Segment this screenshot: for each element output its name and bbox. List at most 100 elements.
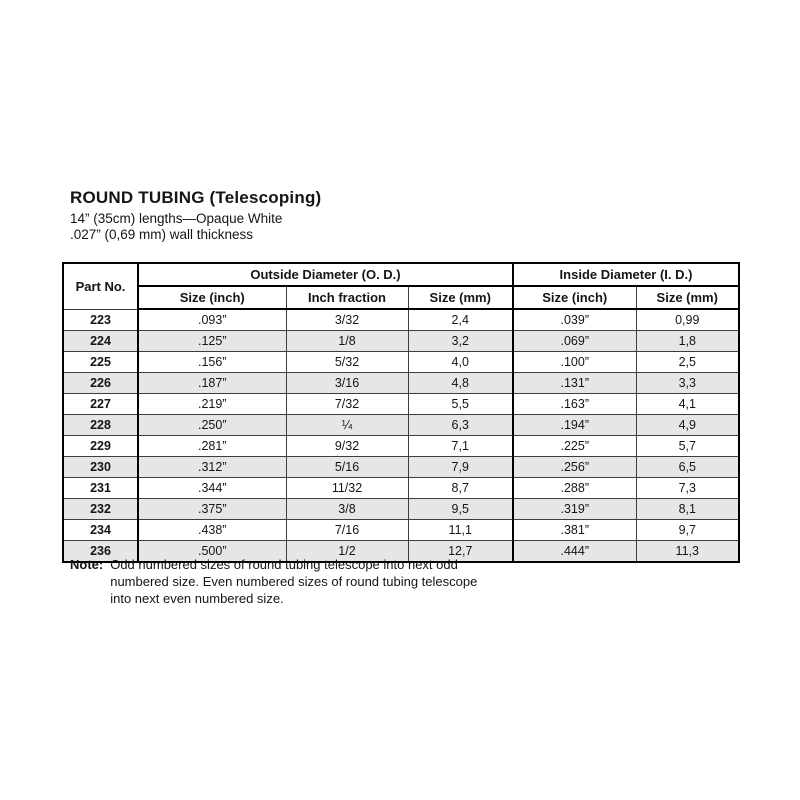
cell-id-size-inch: .256” [512, 456, 637, 478]
note-line: Odd numbered sizes of round tubing teles… [110, 557, 458, 572]
cell-id-size-mm: 3,3 [635, 372, 740, 394]
cell-id-size-inch: .131” [512, 372, 637, 394]
cell-part-no: 229 [62, 435, 139, 457]
cell-part-no: 228 [62, 414, 139, 436]
table-column-header-row: Size (inch) Inch fraction Size (mm) Size… [63, 285, 740, 310]
cell-id-size-mm: 11,3 [635, 540, 740, 563]
cell-id-size-mm: 2,5 [635, 351, 740, 373]
cell-id-size-inch: .225” [512, 435, 637, 457]
table-row: 224.125” 1/8 3,2.069” 1,8 [62, 330, 740, 352]
cell-od-inch-fraction: 11/32 [285, 477, 409, 499]
group-header-inside-diameter: Inside Diameter (I. D.) [511, 262, 740, 287]
cell-id-size-mm: 5,7 [635, 435, 740, 457]
cell-od-inch-fraction: 3/16 [285, 372, 409, 394]
cell-id-size-mm: 6,5 [635, 456, 740, 478]
table-row: 229.281” 9/32 7,1.225” 5,7 [62, 435, 740, 457]
note-label: Note: [70, 557, 104, 572]
page-title: ROUND TUBING (Telescoping) [70, 188, 322, 207]
note: Note: Odd numbered sizes of round tubing… [70, 556, 477, 607]
cell-id-size-inch: .194” [512, 414, 637, 436]
cell-od-size-inch: .250” [137, 414, 287, 436]
cell-od-size-inch: .344” [137, 477, 287, 499]
cell-part-no: 236 [62, 540, 139, 563]
cell-od-size-mm: 11,1 [407, 519, 514, 541]
cell-id-size-mm: 8,1 [635, 498, 740, 520]
cell-od-size-inch: .219” [137, 393, 287, 415]
cell-od-size-inch: .312” [137, 456, 287, 478]
cell-part-no: 234 [62, 519, 139, 541]
cell-od-size-mm: 8,7 [407, 477, 514, 499]
cell-od-size-mm: 4,0 [407, 351, 514, 373]
cell-id-size-inch: .039” [512, 308, 637, 331]
cell-od-size-inch: .438” [137, 519, 287, 541]
cell-od-inch-fraction: 1/2 [285, 540, 409, 563]
table-group-header-row: Part No. Outside Diameter (O. D.) Inside… [62, 262, 740, 309]
cell-od-inch-fraction: 3/8 [285, 498, 409, 520]
cell-id-size-inch: .069” [512, 330, 637, 352]
cell-id-size-inch: .100” [512, 351, 637, 373]
subtitle-lengths: 14” (35cm) lengths—Opaque White [70, 211, 283, 226]
cell-part-no: 223 [62, 308, 139, 331]
cell-id-size-inch: .319” [512, 498, 637, 520]
title-block: ROUND TUBING (Telescoping) 14” (35cm) le… [70, 188, 321, 243]
cell-od-size-inch: .375” [137, 498, 287, 520]
table-row: 230.312” 5/16 7,9.256” 6,5 [62, 456, 740, 478]
cell-od-inch-fraction: 5/16 [285, 456, 409, 478]
group-header-outside-diameter: Outside Diameter (O. D.) [137, 262, 514, 287]
cell-id-size-inch: .381” [512, 519, 637, 541]
cell-part-no: 231 [62, 477, 139, 499]
cell-id-size-inch: .444” [512, 540, 637, 563]
column-header-od-size-mm: Size (mm) [407, 285, 514, 310]
cell-part-no: 230 [62, 456, 139, 478]
cell-od-size-inch: .187” [137, 372, 287, 394]
cell-od-inch-fraction: 5/32 [285, 351, 409, 373]
column-header-id-size-inch: Size (inch) [512, 285, 637, 310]
cell-od-inch-fraction: 3/32 [285, 308, 409, 331]
cell-od-inch-fraction: 7/32 [285, 393, 409, 415]
cell-id-size-mm: 7,3 [635, 477, 740, 499]
cell-part-no: 226 [62, 372, 139, 394]
table-row: 223.093” 3/32 2,4.039” 0,99 [62, 308, 740, 331]
cell-part-no: 232 [62, 498, 139, 520]
cell-od-size-mm: 7,1 [407, 435, 514, 457]
cell-od-size-inch: .281” [137, 435, 287, 457]
note-line: numbered size. Even numbered sizes of ro… [110, 574, 478, 589]
cell-od-inch-fraction: 7/16 [285, 519, 409, 541]
table-row: 227.219” 7/32 5,5.163” 4,1 [62, 393, 740, 415]
subtitle-wall-thickness: .027” (0,69 mm) wall thickness [70, 227, 254, 242]
cell-id-size-inch: .163” [512, 393, 637, 415]
cell-part-no: 224 [62, 330, 139, 352]
column-header-part-no: Part No. [62, 262, 139, 309]
table-row: 234.438” 7/16 11,1.381” 9,7 [62, 519, 740, 541]
cell-od-size-mm: 12,7 [407, 540, 514, 563]
cell-od-size-inch: .125” [137, 330, 287, 352]
cell-od-inch-fraction: ¼ [285, 414, 409, 436]
table-row: 236.500” 1/2 12,7.444” 11,3 [62, 540, 740, 563]
cell-id-size-inch: .288” [512, 477, 637, 499]
table-row: 226.187” 3/16 4,8.131” 3,3 [62, 372, 740, 394]
cell-id-size-mm: 9,7 [635, 519, 740, 541]
cell-od-size-mm: 6,3 [407, 414, 514, 436]
cell-od-inch-fraction: 9/32 [285, 435, 409, 457]
cell-od-size-mm: 5,5 [407, 393, 514, 415]
cell-od-size-mm: 4,8 [407, 372, 514, 394]
cell-id-size-mm: 0,99 [635, 308, 740, 331]
cell-od-size-inch: .500” [137, 540, 287, 563]
note-text: Odd numbered sizes of round tubing teles… [110, 556, 477, 607]
cell-id-size-mm: 4,9 [635, 414, 740, 436]
column-header-od-size-inch: Size (inch) [137, 285, 287, 310]
cell-id-size-mm: 4,1 [635, 393, 740, 415]
cell-od-inch-fraction: 1/8 [285, 330, 409, 352]
tubing-table-body: 223.093” 3/32 2,4.039” 0,99 224.125” 1/8 3,2.0… [62, 308, 740, 563]
table-row: 225.156” 5/32 4,0.100” 2,5 [62, 351, 740, 373]
table-row: 231.344” 11/32 8,7.288” 7,3 [62, 477, 740, 499]
note-line: into next even numbered size. [110, 591, 284, 606]
cell-od-size-mm: 7,9 [407, 456, 514, 478]
cell-part-no: 227 [62, 393, 139, 415]
column-header-od-inch-fraction: Inch fraction [285, 285, 409, 310]
cell-od-size-mm: 3,2 [407, 330, 514, 352]
column-header-id-size-mm: Size (mm) [635, 285, 740, 310]
cell-id-size-mm: 1,8 [635, 330, 740, 352]
cell-od-size-mm: 9,5 [407, 498, 514, 520]
